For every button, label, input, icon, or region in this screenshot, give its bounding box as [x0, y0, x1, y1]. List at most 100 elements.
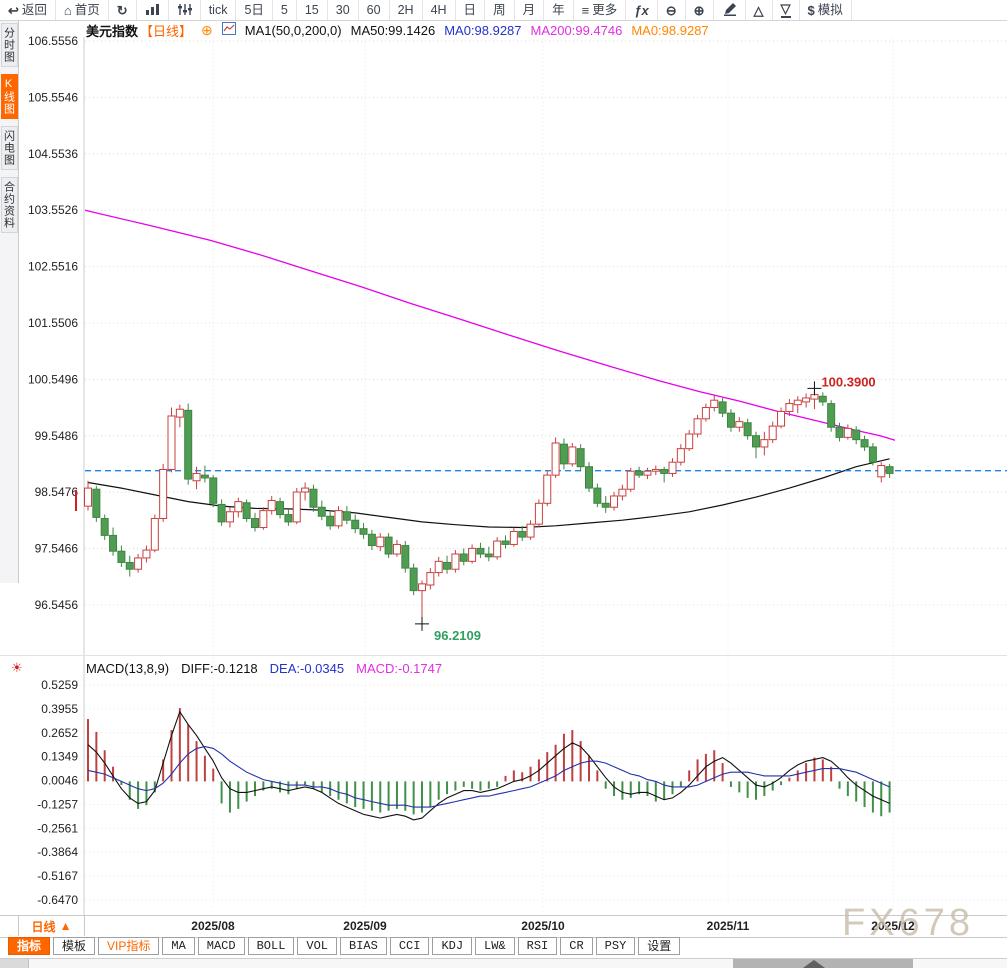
macd-axis-label: 0.2652 — [41, 726, 78, 740]
macd-dea-line — [87, 746, 890, 808]
indicator-tab-MACD[interactable]: MACD — [197, 937, 245, 955]
toolbar-item-label: 4H — [430, 2, 447, 17]
indicator-tab-KDJ[interactable]: KDJ — [432, 937, 473, 955]
toolbar-item-pencil-icon[interactable] — [714, 0, 746, 20]
macd-axis-label: 0.1349 — [41, 750, 78, 764]
indicator-settings-icon[interactable]: ☀ — [11, 660, 23, 675]
toolbar-item-30[interactable]: 30 — [328, 0, 359, 20]
date-axis-row: 日线 ▲ 2025/08 2025/09 2025/10 2025/11 2025/12 — [0, 915, 1007, 938]
toolbar-item-5[interactable]: 5 — [273, 0, 297, 20]
toolbar-item-月[interactable]: 月 — [515, 0, 545, 20]
toolbar-item-zoom-out-icon[interactable]: ⊖ — [658, 0, 686, 20]
macd-axis-label: -0.1257 — [37, 797, 78, 811]
indicator-tab-LW&[interactable]: LW& — [475, 937, 515, 955]
chart-title-row: 美元指数 【日线】 ⊕ MA1(50,0,200,0) MA50:99.1426… — [86, 21, 709, 39]
sidebar-tab-分时图[interactable]: 分时图 — [0, 23, 18, 67]
macd-axis-label: -0.6470 — [37, 893, 78, 907]
price-axis-label: 104.5536 — [28, 147, 78, 161]
triangle-down-icon: ▽ — [780, 1, 791, 18]
sliders-icon — [177, 3, 192, 18]
toolbar-item-4H[interactable]: 4H — [423, 0, 456, 20]
chart-scrollbar[interactable] — [0, 958, 1007, 968]
indicator-tab-RSI[interactable]: RSI — [517, 937, 558, 955]
chart-type-sidebar: 分时图 K线图闪电图合约资料 — [0, 20, 19, 583]
zoom-in-icon: ⊕ — [693, 2, 705, 18]
indicator-tab-CCI[interactable]: CCI — [389, 937, 430, 955]
sidebar-tab-K线图[interactable]: K线图 — [0, 74, 18, 119]
toolbar-item-zoom-in-icon[interactable]: ⊕ — [686, 0, 714, 20]
date-label: 2025/08 — [191, 919, 235, 933]
indicator-tab-VIP指标[interactable]: VIP指标 — [98, 937, 160, 955]
top-toolbar: ↩ 返回 ⌂ 首页 ↻ tick 5日 5 15 30 60 2H 4H 日周月年 ≡ 更多 ƒx ⊖ ⊕ △ ▽ $ 模拟 — [0, 0, 1007, 21]
macd-axis-label: -0.2561 — [37, 821, 78, 835]
period-selector[interactable]: 日线 ▲ — [18, 916, 85, 936]
period-arrow-icon: ▲ — [59, 919, 72, 933]
price-axis-label: 101.5506 — [28, 316, 78, 330]
macd-axis-label: -0.3864 — [37, 845, 78, 859]
toolbar-item-返回[interactable]: ↩ 返回 — [0, 0, 56, 20]
price-axis-label: 105.5546 — [28, 90, 78, 104]
toolbar-item-fx-icon[interactable]: ƒx — [626, 0, 658, 20]
scrollbar-corner — [0, 959, 29, 968]
indicator-tab-PSY[interactable]: PSY — [595, 937, 636, 955]
toolbar-item-周[interactable]: 周 — [485, 0, 515, 20]
toolbar-item-refresh-icon[interactable]: ↻ — [109, 0, 137, 20]
panel-divider — [0, 655, 1007, 656]
macd-header: MACD(13,8,9) DIFF:-0.1218 DEA:-0.0345 MA… — [86, 661, 442, 676]
macd-axis-label: 0.5259 — [41, 678, 78, 692]
macd-diff-value: DIFF:-0.1218 — [181, 661, 258, 676]
toolbar-item-tick[interactable]: tick — [201, 0, 237, 20]
toolbar-item-60[interactable]: 60 — [359, 0, 390, 20]
fx-icon: ƒx — [634, 2, 649, 18]
toolbar-item-更多[interactable]: ≡ 更多 — [574, 0, 627, 20]
period-tag: 【日线】 — [140, 23, 193, 39]
toolbar-item-15[interactable]: 15 — [297, 0, 328, 20]
zoom-out-icon: ⊖ — [665, 2, 677, 18]
toolbar-item-label: 首页 — [74, 2, 100, 17]
ma-settings: MA1(50,0,200,0) — [244, 22, 342, 38]
toolbar-item-label: 返回 — [21, 2, 47, 17]
menu-icon: ≡ — [581, 2, 590, 18]
low-annotation: 96.2109 — [434, 628, 481, 643]
price-axis-label: 100.5496 — [28, 372, 78, 386]
macd-axis-label: 0.3955 — [41, 702, 78, 716]
date-label: 2025/11 — [706, 919, 750, 933]
toolbar-item-2H[interactable]: 2H — [390, 0, 423, 20]
ma0-blue-value: MA0:98.9287 — [444, 22, 522, 38]
mini-chart-icon[interactable] — [221, 22, 236, 38]
toolbar-item-label: 更多 — [592, 2, 618, 17]
toolbar-item-5日[interactable]: 5日 — [236, 0, 273, 20]
toolbar-item-label: tick — [208, 2, 228, 17]
indicator-tab-设置[interactable]: 设置 — [638, 937, 681, 955]
toolbar-item-模拟[interactable]: $ 模拟 — [800, 0, 852, 20]
sidebar-tab-合约资料[interactable]: 合约资料 — [0, 177, 18, 233]
macd-axis-label: -0.5167 — [37, 869, 78, 883]
toolbar-item-sliders-icon[interactable] — [169, 0, 201, 20]
symbol-name: 美元指数 — [86, 23, 139, 39]
toolbar-item-label: 60 — [366, 2, 381, 17]
sidebar-tab-闪电图[interactable]: 闪电图 — [0, 126, 18, 170]
indicator-tab-BIAS[interactable]: BIAS — [340, 937, 387, 955]
macd-axis-label: 0.0046 — [41, 774, 78, 788]
indicator-tab-BOLL[interactable]: BOLL — [247, 937, 295, 955]
triangle-up-icon: △ — [753, 2, 764, 18]
toolbar-item-triangle-up-icon[interactable]: △ — [746, 0, 773, 20]
indicator-tab-模板[interactable]: 模板 — [53, 937, 96, 955]
add-circle-icon[interactable]: ⊕ — [201, 21, 213, 38]
indicator-tab-CR[interactable]: CR — [560, 937, 593, 955]
toolbar-item-bar-chart-icon[interactable] — [137, 0, 169, 20]
toolbar-item-triangle-down-icon[interactable]: ▽ — [773, 0, 800, 20]
toolbar-item-年[interactable]: 年 — [544, 0, 574, 20]
toolbar-item-日[interactable]: 日 — [456, 0, 486, 20]
date-label: 2025/09 — [343, 919, 387, 933]
scrollbar-grip-icon[interactable] — [803, 960, 825, 968]
bar-chart-icon — [145, 3, 160, 18]
macd-diff-line — [87, 710, 890, 821]
indicator-tab-VOL[interactable]: VOL — [297, 937, 338, 955]
date-label: 2025/12 — [871, 919, 915, 933]
indicator-tab-指标[interactable]: 指标 — [8, 937, 51, 955]
price-axis-label: 98.5476 — [35, 485, 79, 499]
indicator-tab-MA[interactable]: MA — [162, 937, 195, 955]
toolbar-item-首页[interactable]: ⌂ 首页 — [56, 0, 109, 20]
